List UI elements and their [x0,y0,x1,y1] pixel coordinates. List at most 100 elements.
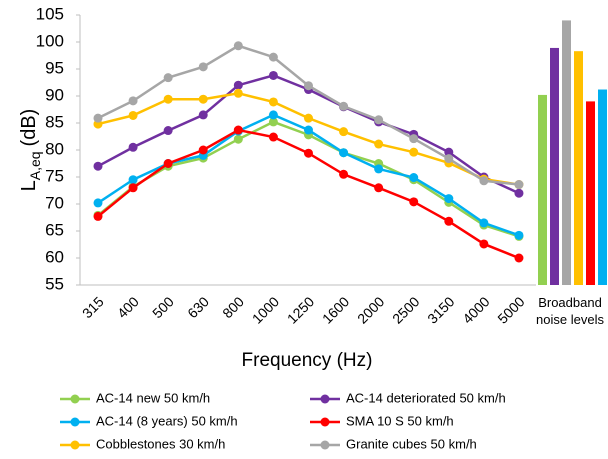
marker [198,145,208,155]
bar [574,51,583,286]
marker [444,194,454,204]
legend-marker [70,440,80,450]
legend-label: Granite cubes 50 km/h [346,436,477,451]
marker [303,148,313,158]
marker [93,198,103,208]
marker [233,80,243,90]
marker [479,239,489,249]
bar [538,94,547,285]
marker [233,134,243,144]
marker [268,97,278,107]
marker [268,117,278,127]
marker [514,253,524,263]
legend-marker [320,440,330,450]
marker [163,73,173,83]
y-tick-label: 75 [45,166,64,185]
x-tick-label: 5000 [494,293,527,326]
legend-label: Cobblestones 30 km/h [96,436,225,451]
y-tick-label: 55 [45,274,64,293]
x-tick-label: 1600 [319,293,352,326]
marker [374,183,384,193]
marker [268,52,278,62]
marker [128,175,138,185]
marker [163,126,173,136]
legend-marker [70,417,80,427]
y-tick-label: 65 [45,220,64,239]
marker [514,230,524,240]
marker [514,180,524,190]
marker [233,88,243,98]
marker [233,41,243,51]
marker [233,125,243,135]
marker [339,169,349,179]
marker [198,62,208,72]
y-tick-label: 60 [45,247,64,266]
x-tick-label: 3150 [424,293,457,326]
marker [444,147,454,157]
legend-label: AC-14 deteriorated 50 km/h [346,390,506,405]
marker [339,148,349,158]
bar [562,20,571,286]
marker [163,159,173,168]
marker [374,115,384,125]
marker [479,218,489,228]
y-tick-label: 95 [45,58,64,77]
y-tick-label: 70 [45,193,64,212]
x-tick-label: 2500 [389,293,422,326]
marker [514,188,524,198]
y-axis-title: LA,eq (dB) [18,109,42,192]
marker [374,139,384,149]
y-tick-label: 105 [36,4,64,23]
legend-label: SMA 10 S 50 km/h [346,413,454,428]
marker [93,113,103,123]
bar [586,101,595,286]
bar [598,89,607,286]
marker [128,183,138,193]
marker [268,70,278,80]
marker [444,154,454,164]
marker [303,81,313,91]
marker [93,161,103,171]
marker [128,96,138,106]
y-tick-label: 85 [45,112,64,131]
marker [128,110,138,120]
legend-label: AC-14 (8 years) 50 km/h [96,413,238,428]
marker [198,110,208,120]
legend-marker [320,417,330,427]
y-title-main: L [18,180,40,191]
legend-label: AC-14 new 50 km/h [96,390,210,405]
marker [198,94,208,104]
bar-label: Broadband noise levels [536,295,604,327]
marker [479,176,489,186]
x-tick-label: 2000 [354,293,387,326]
bar [550,47,559,285]
x-tick-label: 500 [149,293,177,321]
marker [409,134,419,144]
y-tick-label: 80 [45,139,64,158]
y-tick-label: 90 [45,85,64,104]
y-tick-label: 100 [36,31,64,50]
x-tick-label: 4000 [459,293,492,326]
marker [93,211,103,221]
legend-marker [320,394,330,404]
x-tick-label: 315 [79,293,107,321]
x-axis-title: Frequency (Hz) [242,350,373,371]
y-title-sub: A,eq [27,151,43,180]
marker [374,164,384,174]
marker [128,142,138,152]
x-tick-label: 630 [184,293,212,321]
marker [409,173,419,183]
marker [339,127,349,137]
marker [409,197,419,207]
x-tick-label: 1250 [284,293,317,326]
marker [268,132,278,142]
marker [444,216,454,226]
marker [268,110,278,120]
x-tick-label: 800 [219,293,247,321]
x-tick-label: 400 [114,293,142,321]
marker [339,101,349,111]
marker [163,94,173,104]
marker [409,147,419,157]
